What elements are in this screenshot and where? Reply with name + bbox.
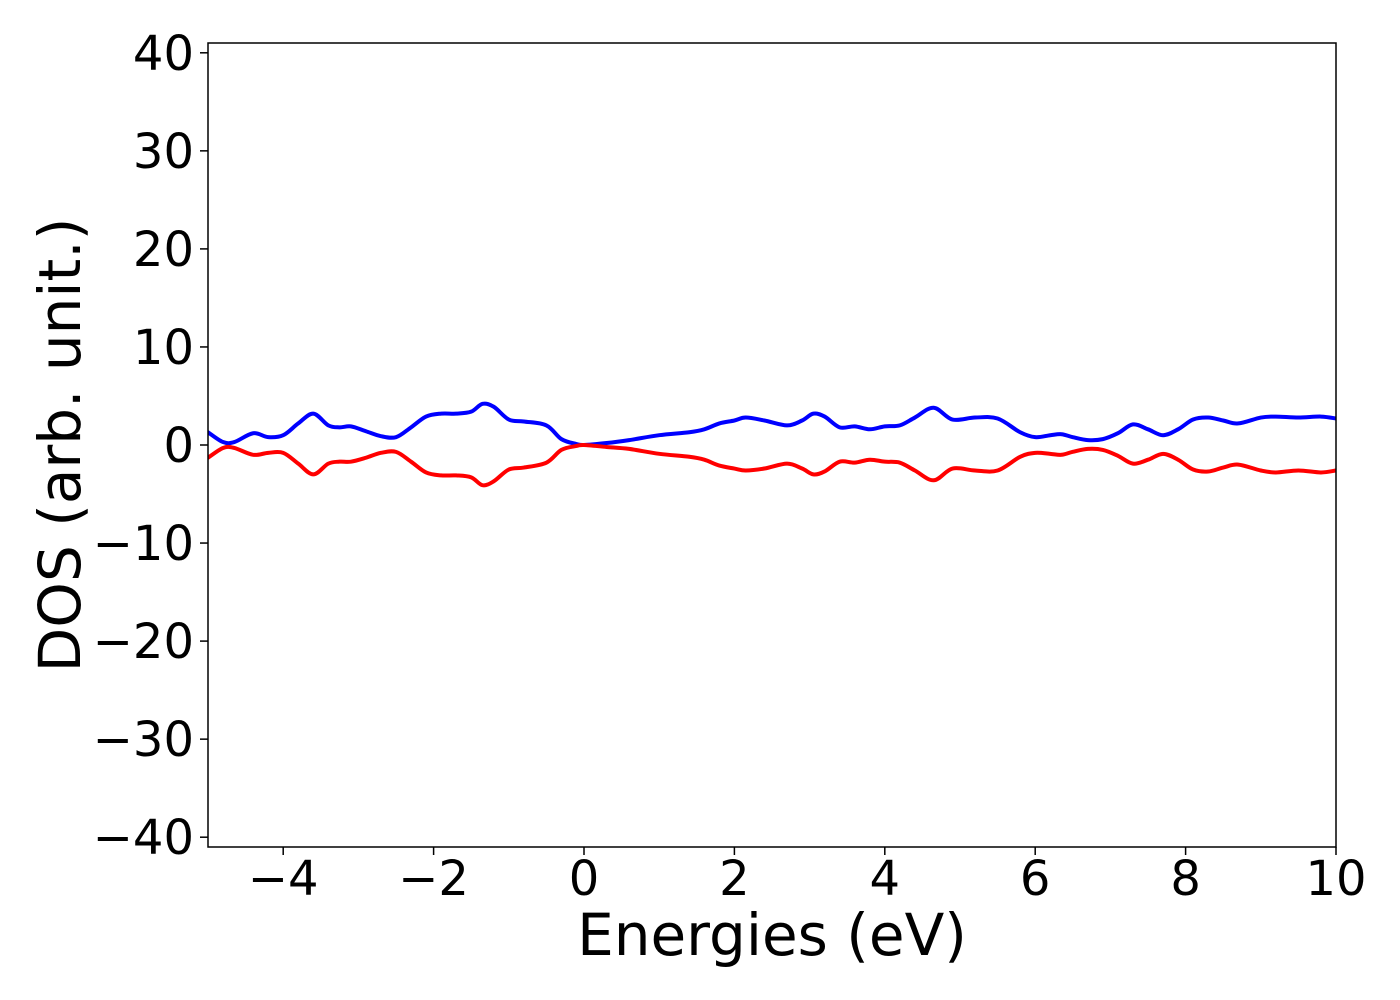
y-axis-label: DOS (arb. unit.) xyxy=(26,218,94,673)
x-axis-ticks: −4 −2 0 2 4 6 8 10 xyxy=(248,847,1367,907)
y-tick-label: −30 xyxy=(93,712,194,768)
y-tick-label: 10 xyxy=(133,320,194,376)
y-tick-label: 0 xyxy=(163,418,194,474)
x-tick-label: −4 xyxy=(248,851,319,907)
y-tick-label: −20 xyxy=(93,614,194,670)
x-tick-label: 8 xyxy=(1170,851,1201,907)
x-axis-label: Energies (eV) xyxy=(577,901,967,969)
series-line-0 xyxy=(208,401,1336,448)
plot-content xyxy=(208,401,1336,488)
y-tick-label: 20 xyxy=(133,222,194,278)
x-tick-label: −2 xyxy=(398,851,469,907)
y-tick-label: −40 xyxy=(93,810,194,866)
series-line-1 xyxy=(208,442,1336,488)
x-tick-label: 6 xyxy=(1020,851,1051,907)
x-tick-label: 10 xyxy=(1305,851,1366,907)
y-axis-ticks: −40 −30 −20 −10 0 10 20 30 40 xyxy=(93,26,208,866)
y-tick-label: 40 xyxy=(133,26,194,82)
plot-area-frame xyxy=(207,42,1337,848)
x-tick-label: 2 xyxy=(719,851,750,907)
y-tick-label: 30 xyxy=(133,124,194,180)
x-tick-label: 0 xyxy=(569,851,600,907)
series-layer xyxy=(208,401,1336,488)
y-tick-label: −10 xyxy=(93,516,194,572)
x-tick-label: 4 xyxy=(870,851,901,907)
